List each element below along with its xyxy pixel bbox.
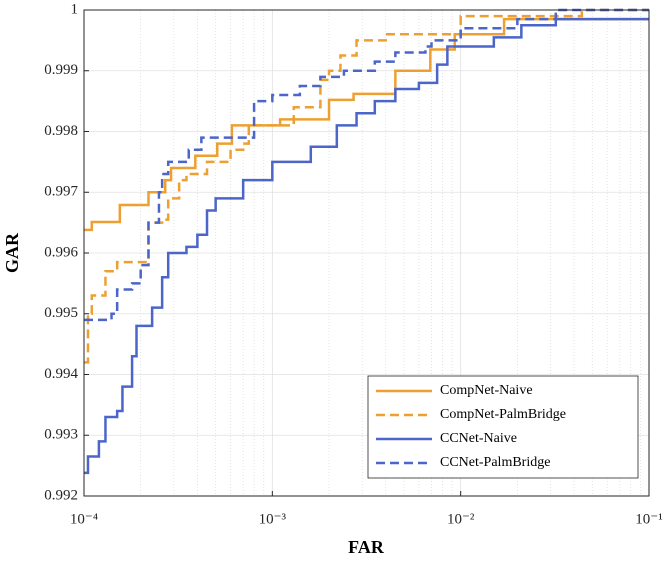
- plot-frame: [83, 9, 650, 497]
- x-tick-label: 10⁻³: [259, 511, 287, 527]
- y-tick-label: 1: [71, 1, 79, 17]
- legend-label: CompNet-Naive: [440, 383, 533, 398]
- y-tick-label: 0.996: [44, 244, 78, 260]
- series-line: [84, 8, 649, 364]
- series-line: [84, 17, 649, 475]
- y-tick-label: 0.995: [44, 305, 78, 321]
- legend-label: CCNet-Naive: [440, 431, 517, 446]
- y-tick-label: 0.992: [44, 487, 78, 503]
- y-tick-label: 0.994: [44, 366, 78, 382]
- x-tick-label: 10⁻⁴: [70, 511, 98, 527]
- x-axis-label: FAR: [348, 537, 385, 557]
- y-tick-label: 0.998: [44, 123, 78, 139]
- y-tick-label: 0.993: [44, 427, 78, 443]
- series-line: [84, 8, 649, 322]
- x-tick-label: 10⁻¹: [635, 511, 662, 527]
- legend-label: CompNet-PalmBridge: [440, 407, 566, 422]
- series-line: [84, 17, 649, 232]
- y-tick-label: 0.999: [44, 62, 78, 78]
- legend-box: [367, 375, 639, 479]
- x-tick-label: 10⁻²: [447, 511, 475, 527]
- y-axis-label: GAR: [2, 232, 22, 273]
- legend: CompNet-Naive CompNet-PalmBridge CCNet-Nai…: [367, 375, 639, 479]
- y-tick-label: 0.997: [44, 184, 78, 200]
- legend-label: CCNet-PalmBridge: [440, 455, 550, 470]
